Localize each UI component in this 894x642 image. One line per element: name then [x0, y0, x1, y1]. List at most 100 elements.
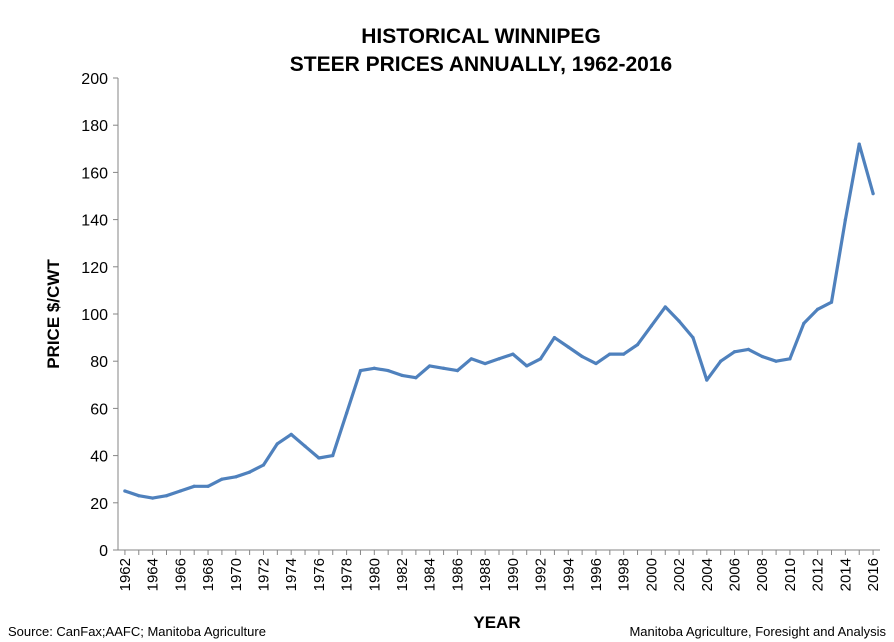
x-tick-label: 1974: [283, 558, 300, 591]
data-point: [137, 494, 141, 498]
data-point: [469, 357, 473, 361]
data-point: [358, 369, 363, 373]
data-point: [594, 361, 598, 366]
data-point: [857, 142, 861, 146]
data-point: [511, 352, 515, 356]
y-tick-label: 160: [81, 165, 108, 182]
data-point: [261, 463, 266, 467]
data-point: [788, 357, 792, 361]
data-point: [303, 444, 307, 448]
data-point: [760, 354, 764, 359]
x-tick-label: 1994: [560, 558, 577, 591]
data-point: [386, 369, 390, 373]
data-point: [829, 300, 834, 304]
data-point: [608, 352, 612, 356]
x-tick-label: 1998: [616, 558, 633, 591]
data-point: [178, 489, 182, 493]
x-tick-label: 1976: [311, 558, 328, 591]
data-point: [400, 373, 404, 377]
data-point: [843, 218, 847, 222]
data-point: [622, 352, 626, 356]
series-layer: [123, 142, 875, 500]
y-tick-label: 120: [81, 260, 108, 277]
x-tick-label: 2004: [699, 558, 716, 591]
data-point: [649, 324, 654, 328]
data-point: [234, 475, 238, 479]
x-tick-label: 1992: [533, 558, 550, 591]
y-tick-label: 60: [90, 401, 108, 418]
x-tick-label: 2000: [643, 558, 660, 591]
y-tick-label: 0: [99, 543, 108, 560]
data-point: [871, 192, 875, 196]
data-point: [691, 336, 695, 340]
y-tick-label: 180: [81, 118, 108, 135]
y-tick-label: 40: [90, 449, 108, 466]
data-point: [428, 364, 432, 368]
x-axis-ticks: 1962 1964 1966 1968 1970 1972 1974 1976 1978 1980…: [117, 550, 882, 591]
data-point: [552, 336, 557, 340]
x-tick-label: 1968: [200, 558, 217, 591]
data-point: [497, 357, 501, 361]
data-point: [345, 411, 349, 415]
data-point: [192, 484, 196, 488]
data-point: [275, 442, 279, 446]
data-point: [663, 305, 667, 309]
x-tick-label: 1988: [477, 558, 494, 591]
x-tick-label: 2014: [837, 558, 854, 591]
data-point: [414, 376, 418, 380]
data-point: [483, 361, 487, 366]
data-point: [331, 454, 335, 458]
x-tick-label: 2002: [671, 558, 688, 591]
data-point: [455, 369, 460, 373]
x-tick-label: 1990: [505, 558, 522, 591]
data-point: [248, 470, 252, 474]
data-point: [719, 359, 723, 363]
x-tick-label: 1986: [449, 558, 466, 591]
data-point: [317, 456, 321, 460]
data-point: [538, 357, 543, 361]
data-point: [746, 347, 750, 351]
data-point: [774, 359, 778, 363]
x-tick-label: 1996: [588, 558, 605, 591]
x-tick-label: 1964: [145, 558, 162, 591]
data-point: [732, 350, 737, 354]
data-point: [220, 477, 224, 481]
y-axis-title: PRICE $/CWT: [44, 259, 63, 369]
x-tick-label: 1982: [394, 558, 411, 591]
data-point: [441, 366, 446, 370]
price-series-line: [123, 142, 875, 500]
x-tick-label: 2008: [754, 558, 771, 591]
x-axis-title: YEAR: [473, 613, 520, 632]
y-tick-label: 80: [90, 354, 108, 371]
data-point: [372, 366, 376, 370]
y-tick-label: 20: [90, 496, 108, 513]
source-note: Source: CanFax;AAFC; Manitoba Agricultur…: [8, 624, 266, 639]
data-point: [635, 343, 640, 347]
x-tick-label: 1966: [172, 558, 189, 591]
data-point: [525, 364, 529, 368]
chart-title-line-1: HISTORICAL WINNIPEG: [361, 25, 601, 48]
x-tick-label: 1980: [366, 558, 383, 591]
x-tick-label: 2012: [810, 558, 827, 591]
data-point: [802, 321, 806, 326]
x-tick-label: 2016: [865, 558, 882, 591]
data-point: [164, 494, 169, 498]
x-tick-label: 1962: [117, 558, 134, 591]
y-tick-label: 200: [81, 71, 108, 88]
data-point: [816, 307, 820, 311]
data-point: [677, 319, 681, 323]
x-tick-label: 1970: [228, 558, 245, 591]
data-point: [123, 489, 127, 493]
x-tick-label: 2010: [782, 558, 799, 591]
data-point: [289, 432, 293, 436]
data-point: [566, 345, 570, 349]
x-tick-label: 1972: [255, 558, 272, 591]
y-axis-ticks: 0 20 40 60 80 100 120 140 160 180 200: [81, 71, 118, 560]
x-tick-label: 1984: [422, 558, 439, 591]
x-tick-label: 1978: [339, 558, 356, 591]
data-point: [580, 354, 584, 359]
plot-area: 0 20 40 60 80 100 120 140 160 180 200 1962 1964 1966…: [81, 71, 882, 591]
y-tick-label: 100: [81, 307, 108, 324]
data-point: [705, 378, 709, 382]
